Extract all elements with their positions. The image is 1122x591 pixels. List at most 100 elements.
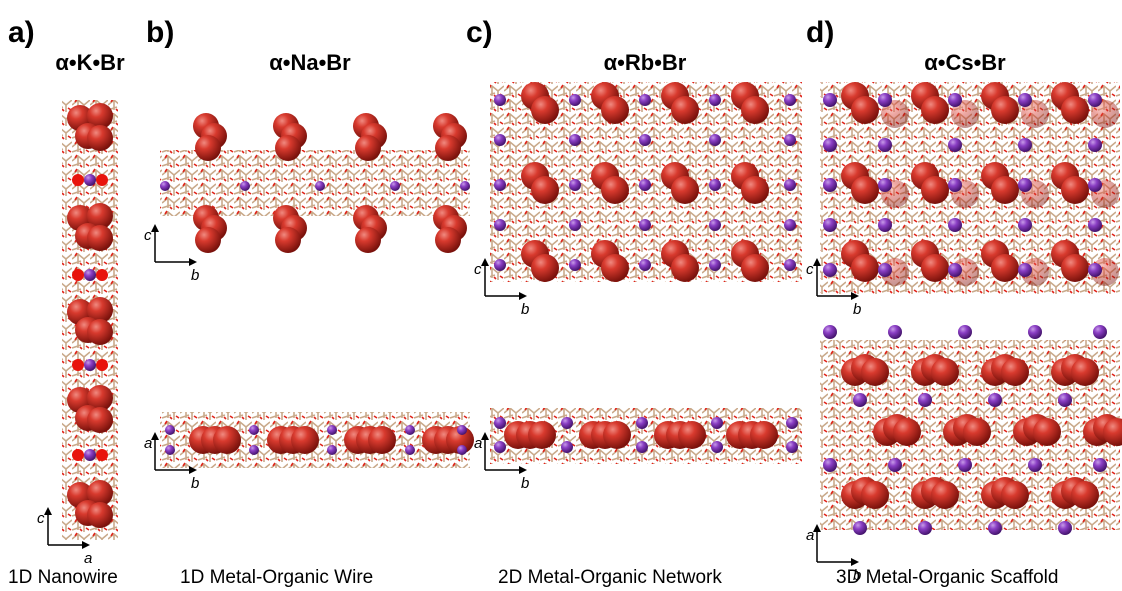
panel-title: α•K•Br <box>55 50 125 75</box>
bromine-sphere <box>87 225 113 251</box>
metal-ion <box>165 425 175 435</box>
bromine-sphere <box>921 176 949 204</box>
axis-label: b <box>853 567 861 584</box>
axis-label: a <box>144 435 152 452</box>
panel-caption: 1D Metal-Organic Wire <box>180 567 373 588</box>
bromine-sphere <box>750 421 778 449</box>
panel-title: α•Cs•Br <box>924 50 1006 75</box>
structures <box>62 82 1122 540</box>
metal-ion <box>405 425 415 435</box>
metal-ion <box>1018 93 1032 107</box>
metal-ion <box>84 174 96 186</box>
axis-label: a <box>474 435 482 452</box>
bromine-sphere <box>963 418 991 446</box>
bromine-sphere <box>87 502 113 528</box>
panel-label: d) <box>806 16 834 49</box>
metal-ion <box>918 393 932 407</box>
metal-ion <box>494 94 506 106</box>
metal-ion <box>823 458 837 472</box>
bromine-sphere <box>671 96 699 124</box>
bromine-sphere <box>1033 418 1061 446</box>
bromine-sphere <box>531 176 559 204</box>
bromine-sphere <box>851 176 879 204</box>
metal-ion <box>249 425 259 435</box>
bromine-sphere <box>741 254 769 282</box>
metal-ion <box>1028 458 1042 472</box>
metal-ion <box>639 179 651 191</box>
bromine-sphere <box>1061 176 1089 204</box>
bromine-sphere <box>671 176 699 204</box>
metal-ion <box>636 441 648 453</box>
oxygen <box>96 269 108 281</box>
oxygen <box>96 359 108 371</box>
metal-ion <box>494 259 506 271</box>
metal-ion <box>1028 325 1042 339</box>
axis-arrow <box>817 528 855 562</box>
metal-ion <box>784 259 796 271</box>
bromine-sphere <box>678 421 706 449</box>
metal-ion <box>786 441 798 453</box>
bromine-sphere <box>931 481 959 509</box>
metal-ion <box>1088 138 1102 152</box>
bromine-sphere <box>291 426 319 454</box>
arrow-head <box>813 524 859 566</box>
oxygen <box>72 359 84 371</box>
bromine-sphere <box>213 426 241 454</box>
metal-ion <box>249 445 259 455</box>
bromine-sphere <box>531 254 559 282</box>
axis-label: a <box>84 550 92 567</box>
panel-caption: 1D Nanowire <box>8 567 118 588</box>
bromine-sphere <box>87 319 113 345</box>
panel-label: c) <box>466 16 493 49</box>
metal-ion <box>240 181 250 191</box>
metal-ion <box>84 449 96 461</box>
bromine-sphere <box>861 481 889 509</box>
metal-ion <box>494 179 506 191</box>
metal-ion <box>1018 218 1032 232</box>
metal-ion <box>948 138 962 152</box>
bromine-sphere <box>435 135 461 161</box>
bromine-sphere <box>991 96 1019 124</box>
metal-ion <box>569 259 581 271</box>
oxygen <box>72 269 84 281</box>
bromine-sphere <box>601 96 629 124</box>
metal-ion <box>948 218 962 232</box>
metal-ion <box>1018 138 1032 152</box>
metal-ion <box>709 219 721 231</box>
bromine-sphere <box>87 407 113 433</box>
metal-ion <box>988 521 1002 535</box>
metal-ion <box>569 94 581 106</box>
metal-ion <box>958 458 972 472</box>
metal-ion <box>823 263 837 277</box>
metal-ion <box>988 393 1002 407</box>
bromine-sphere <box>528 421 556 449</box>
metal-ion <box>1088 218 1102 232</box>
bromine-sphere <box>435 227 461 253</box>
metal-ion <box>878 263 892 277</box>
metal-ion <box>1093 458 1107 472</box>
metal-ion <box>709 179 721 191</box>
metal-ion <box>823 218 837 232</box>
metal-ion <box>84 269 96 281</box>
bromine-sphere <box>1071 358 1099 386</box>
bromine-sphere <box>87 125 113 151</box>
bromine-sphere <box>1061 96 1089 124</box>
metal-ion <box>948 93 962 107</box>
metal-ion <box>494 441 506 453</box>
bromine-sphere <box>195 227 221 253</box>
metal-ion <box>784 219 796 231</box>
axis-label: c <box>144 227 152 244</box>
bromine-sphere <box>991 176 1019 204</box>
metal-ion <box>948 263 962 277</box>
metal-ion <box>878 178 892 192</box>
metal-ion <box>709 259 721 271</box>
metal-ion <box>1018 178 1032 192</box>
bromine-sphere <box>1001 481 1029 509</box>
metal-ion <box>1088 178 1102 192</box>
oxygen <box>72 174 84 186</box>
axis-label: b <box>521 301 529 318</box>
metal-ion <box>639 134 651 146</box>
metal-ion <box>878 138 892 152</box>
bromine-sphere <box>601 254 629 282</box>
metal-ion <box>327 425 337 435</box>
